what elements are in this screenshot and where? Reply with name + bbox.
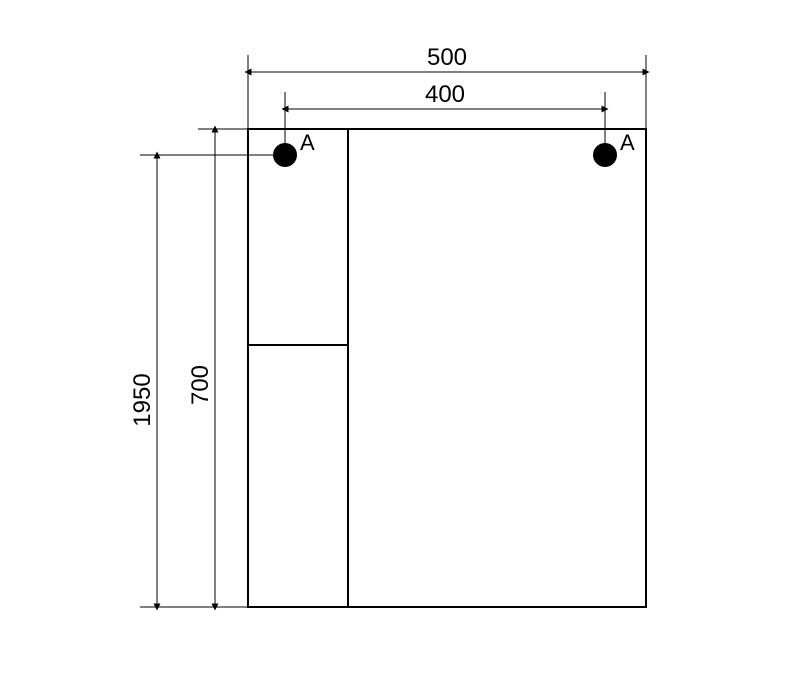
- marker-a-left-label: A: [300, 130, 315, 155]
- dimension-500-value: 500: [427, 44, 467, 71]
- dimension-400-value: 400: [425, 81, 465, 108]
- dimension-drawing: 500 400 1950 700 A A: [0, 0, 790, 677]
- marker-a-right-label: A: [620, 130, 635, 155]
- dimension-1950-value: 1950: [129, 373, 156, 426]
- outer-rect: [248, 129, 646, 607]
- marker-a-left: A: [273, 130, 315, 167]
- dimension-700-value: 700: [187, 365, 214, 405]
- marker-a-right: A: [593, 130, 635, 167]
- dimension-400: 400: [285, 81, 605, 143]
- dimension-700: 700: [187, 129, 248, 607]
